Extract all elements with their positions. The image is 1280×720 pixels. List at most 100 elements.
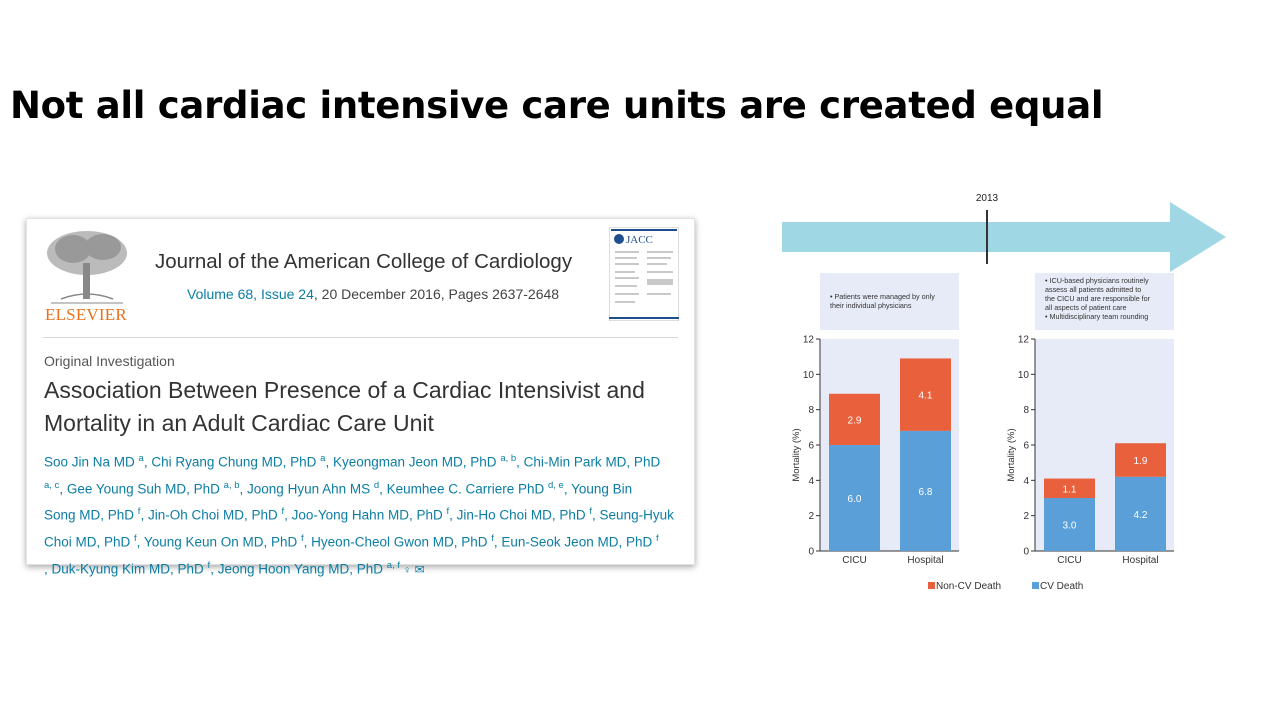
author-name[interactable]: Song MD, PhD bbox=[44, 507, 138, 523]
elsevier-wordmark: ELSEVIER bbox=[45, 305, 127, 324]
author-affiliation[interactable]: f bbox=[134, 533, 137, 545]
cover-label: JACC bbox=[626, 234, 653, 246]
author-line: , Duk-Kyung Kim MD, PhD f, Jeong Hoon Ya… bbox=[44, 554, 689, 583]
bar-value-label: 1.9 bbox=[1134, 456, 1148, 467]
author-name[interactable]: , Gee Young Suh MD, PhD bbox=[59, 481, 224, 497]
note-line: • Patients were managed by only bbox=[830, 292, 935, 301]
author-name[interactable]: , Chi-Min Park MD, PhD bbox=[516, 454, 661, 470]
author-affiliation[interactable]: a bbox=[320, 453, 326, 464]
bar-value-label: 4.1 bbox=[919, 391, 933, 402]
author-name[interactable]: , Jeong Hoon Yang MD, PhD bbox=[210, 561, 387, 577]
author-affiliation[interactable]: f bbox=[207, 559, 211, 571]
slide-title: Not all cardiac intensive care units are… bbox=[10, 84, 1104, 127]
timeline-year: 2013 bbox=[976, 193, 999, 204]
timeline-arrow bbox=[782, 202, 1226, 272]
y-tick-label: 6 bbox=[808, 441, 814, 452]
author-affiliation[interactable]: f bbox=[446, 506, 450, 518]
chart-legend: Non-CV Death CV Death bbox=[928, 581, 1083, 592]
author-name[interactable]: , Eun-Seok Jeon MD, PhD bbox=[493, 534, 656, 550]
bar-segment bbox=[829, 445, 880, 551]
author-name[interactable]: , Joong Hyun Ahn MS bbox=[239, 481, 374, 497]
author-affiliation[interactable]: a, c bbox=[44, 479, 60, 491]
bar-segment bbox=[1115, 443, 1166, 477]
date-pages: , 20 December 2016, Pages 2637-2648 bbox=[313, 286, 560, 302]
y-tick-label: 4 bbox=[808, 476, 814, 487]
author-name[interactable]: , Young Keun On MD, PhD bbox=[136, 534, 302, 550]
y-tick-label: 10 bbox=[803, 370, 815, 381]
bar-value-label: 6.0 bbox=[848, 494, 862, 505]
chart-before: 0 2 4 6 8 10 12 Mortality (%) 6.0 2.9 CICU 6.8 4.1 Ho… bbox=[791, 335, 959, 566]
y-tick-label: 8 bbox=[808, 405, 814, 416]
y-tick-label: 8 bbox=[1023, 405, 1029, 416]
author-affiliation[interactable]: a, b bbox=[500, 453, 517, 464]
legend-label: Non-CV Death bbox=[936, 581, 1001, 592]
y-tick-label: 0 bbox=[808, 547, 814, 558]
bar-segment bbox=[1115, 476, 1166, 551]
author-line: Soo Jin Na MD a, Chi Ryang Chung MD, PhD… bbox=[44, 447, 689, 474]
bar-value-label: 3.0 bbox=[1063, 521, 1077, 532]
note-after-text: • ICU-based physicians routinely assess … bbox=[1045, 276, 1151, 321]
author-line: a, c, Gee Young Suh MD, PhD a, b, Joong … bbox=[44, 474, 689, 501]
issue-link[interactable]: Volume 68, Issue 24 bbox=[187, 286, 314, 302]
bar-segment bbox=[1044, 478, 1095, 498]
note-line: • Multidisciplinary team rounding bbox=[1045, 312, 1148, 321]
journal-cover-thumbnail[interactable]: JACC bbox=[609, 227, 679, 321]
legend-swatch bbox=[1032, 582, 1039, 589]
person-icon[interactable]: ♀ bbox=[400, 564, 412, 577]
x-tick-label: Hospital bbox=[1122, 555, 1158, 566]
bar-segment bbox=[829, 393, 880, 445]
author-name[interactable]: , Jin-Oh Choi MD, PhD bbox=[140, 507, 282, 523]
figure-cicu-mortality: 2013 • Patients were managed by only the… bbox=[782, 193, 1226, 592]
elsevier-tree-logo bbox=[47, 231, 127, 304]
author-affiliation[interactable]: f bbox=[655, 533, 659, 545]
note-line: • ICU-based physicians routinely bbox=[1045, 276, 1149, 285]
author-affiliation[interactable]: d bbox=[373, 479, 380, 491]
y-tick-label: 6 bbox=[1023, 441, 1029, 452]
note-line: the CICU and are responsible for bbox=[1045, 294, 1151, 303]
author-affiliation[interactable]: d, e bbox=[547, 479, 564, 491]
author-affiliation[interactable]: f bbox=[589, 506, 593, 518]
journal-title[interactable]: Journal of the American College of Cardi… bbox=[155, 250, 573, 273]
article-title: Association Between Presence of a Cardia… bbox=[44, 377, 645, 436]
bar-value-label: 2.9 bbox=[848, 415, 862, 426]
bar-value-label: 4.2 bbox=[1134, 510, 1148, 521]
author-name[interactable]: Choi MD, PhD bbox=[44, 534, 135, 550]
bar-segment bbox=[900, 358, 951, 431]
author-name[interactable]: , Jin-Ho Choi MD, PhD bbox=[449, 507, 590, 523]
author-name[interactable]: , Young Bin bbox=[563, 481, 633, 497]
y-tick-label: 10 bbox=[1018, 370, 1030, 381]
author-name[interactable]: , Hyeon-Cheol Gwon MD, PhD bbox=[303, 534, 492, 550]
author-name[interactable]: , Duk-Kyung Kim MD, PhD bbox=[44, 561, 208, 577]
email-icon[interactable]: ✉ bbox=[411, 562, 425, 577]
x-tick-label: CICU bbox=[842, 555, 866, 566]
note-box-before bbox=[820, 273, 959, 330]
card-divider bbox=[43, 337, 678, 338]
author-affiliation[interactable]: f bbox=[491, 533, 494, 545]
author-name[interactable]: , Kyeongman Jeon MD, PhD bbox=[325, 454, 501, 470]
author-affiliation[interactable]: f bbox=[281, 506, 285, 518]
y-axis-label: Mortality (%) bbox=[1006, 428, 1017, 481]
author-name[interactable]: , Keumhee C. Carriere PhD bbox=[379, 481, 548, 497]
y-tick-label: 12 bbox=[803, 335, 815, 346]
author-affiliation[interactable]: f bbox=[301, 533, 304, 545]
author-name[interactable]: , Chi Ryang Chung MD, PhD bbox=[143, 454, 321, 470]
author-affiliation[interactable]: a, b bbox=[223, 479, 240, 491]
y-tick-label: 4 bbox=[1023, 476, 1029, 487]
x-tick-label: Hospital bbox=[907, 555, 943, 566]
note-line: all aspects of patient care bbox=[1045, 303, 1127, 312]
author-name[interactable]: , Seung-Hyuk bbox=[592, 507, 674, 523]
author-name[interactable]: Soo Jin Na MD bbox=[44, 454, 139, 470]
author-name[interactable]: , Joo-Yong Hahn MD, PhD bbox=[284, 507, 447, 523]
journal-issue: Volume 68, Issue 24, 20 December 2016, P… bbox=[187, 286, 559, 302]
y-axis-label: Mortality (%) bbox=[791, 428, 802, 481]
author-affiliation[interactable]: a bbox=[138, 453, 144, 464]
y-tick-label: 0 bbox=[1023, 547, 1029, 558]
author-line: Choi MD, PhD f, Young Keun On MD, PhD f,… bbox=[44, 527, 689, 554]
y-tick-label: 2 bbox=[1023, 511, 1029, 522]
article-type: Original Investigation bbox=[44, 353, 175, 369]
author-line: Song MD, PhD f, Jin-Oh Choi MD, PhD f, J… bbox=[44, 500, 689, 527]
author-affiliation[interactable]: a, f bbox=[386, 559, 400, 571]
note-line: assess all patients admitted to bbox=[1045, 285, 1141, 294]
author-affiliation[interactable]: f bbox=[137, 506, 141, 518]
chart-after: 0 2 4 6 8 10 12 Mortality (%) 3.0 1.1 CICU 4.2 1.9 Ho… bbox=[1006, 335, 1174, 566]
